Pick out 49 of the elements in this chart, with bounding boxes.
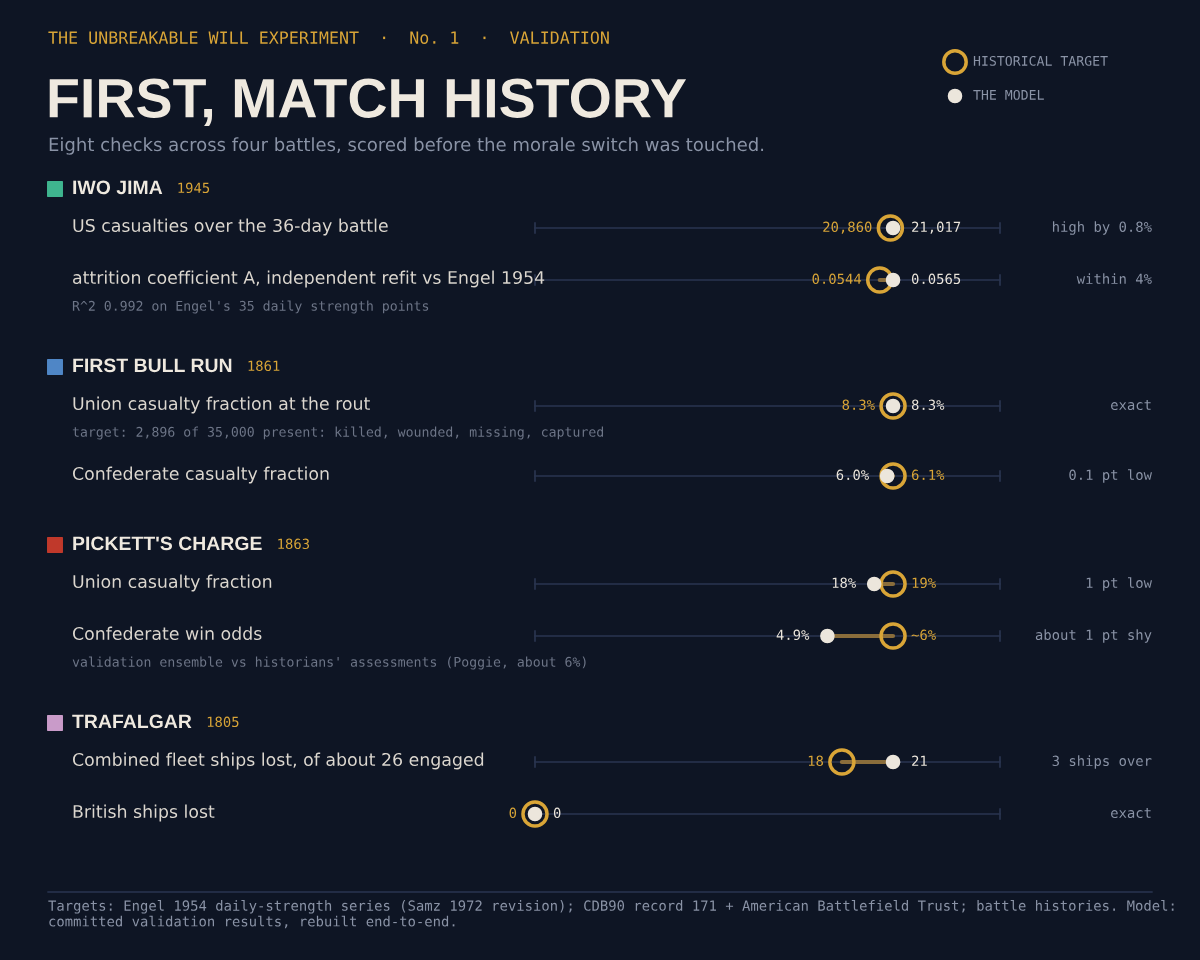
data-label: 19% xyxy=(912,577,936,589)
legend-label: HISTORICAL TARGET xyxy=(973,55,1108,66)
category-label: Confederate win odds xyxy=(72,626,262,641)
text: 0.1 pt low xyxy=(1069,469,1152,483)
text: target: 2,896 of 35,000 present: killed, wounded, missing, captured xyxy=(72,426,603,440)
data-label: 6.0% xyxy=(836,469,869,481)
text: THE UNBREAKABLE WILL EXPERIMENT · No. 1 · VALIDATION xyxy=(48,31,609,44)
text: Targets: Engel 1954 daily-strength series (Samz 1972 revision); CDB90 record 171 + American Battlefield Trust; battle histories. Model: committed validation results, rebuilt end-to-end. xyxy=(48,900,1174,929)
text: 1805 xyxy=(207,716,239,728)
data-label: 20,860 xyxy=(823,221,872,234)
data-label: 21 xyxy=(912,755,927,766)
text: 1 pt low xyxy=(1086,577,1152,591)
text: high by 0.8% xyxy=(1052,221,1152,235)
data-label: ~6% xyxy=(911,629,936,641)
data-label: 0.0544 xyxy=(812,273,862,285)
category-label: Combined fleet ships lost, of about 26 engaged xyxy=(72,752,484,770)
category-label: Union casualty fraction at the rout xyxy=(73,396,370,414)
text: validation ensemble vs historians' assessments (Poggie, about 6%) xyxy=(72,656,586,670)
data-label: 4.9% xyxy=(776,629,810,641)
text: Eight checks across four battles, scored before the morale switch was touched. xyxy=(49,137,764,155)
text: IWO JIMA xyxy=(73,180,163,195)
text: 1863 xyxy=(278,538,310,550)
category-label: US casualties over the 36-day battle xyxy=(73,218,388,236)
text: 1945 xyxy=(178,182,210,194)
data-label: 18% xyxy=(832,577,856,589)
text: FIRST, MATCH HISTORY xyxy=(49,78,687,126)
data-label: 0 xyxy=(509,807,517,819)
data-label: 0.0565 xyxy=(911,273,961,285)
category-label: British ships lost xyxy=(73,804,215,822)
data-label: 0 xyxy=(553,807,561,819)
text: about 1 pt shy xyxy=(1035,629,1152,643)
data-label: 21,017 xyxy=(912,221,961,234)
data-label: 8.3% xyxy=(842,399,875,411)
text: TRAFALGAR xyxy=(72,714,192,729)
text: 3 ships over xyxy=(1052,755,1152,769)
text: exact xyxy=(1111,808,1151,819)
data-label: 6.1% xyxy=(911,469,945,481)
data-label: 18 xyxy=(808,755,824,767)
text: exact xyxy=(1111,400,1151,411)
category-label: Union casualty fraction xyxy=(73,574,272,592)
text: R^2 0.992 on Engel's 35 daily strength points xyxy=(72,300,429,314)
text: FIRST BULL RUN xyxy=(73,358,232,373)
text: within 4% xyxy=(1076,273,1152,284)
category-label: attrition coefficient A, independent refit vs Engel 1954 xyxy=(73,270,545,288)
text: 1861 xyxy=(248,360,280,372)
legend-label: THE MODEL xyxy=(973,89,1044,100)
data-label: 8.3% xyxy=(911,399,945,411)
text: PICKETT'S CHARGE xyxy=(73,536,262,551)
category-label: Confederate casualty fraction xyxy=(72,466,329,484)
